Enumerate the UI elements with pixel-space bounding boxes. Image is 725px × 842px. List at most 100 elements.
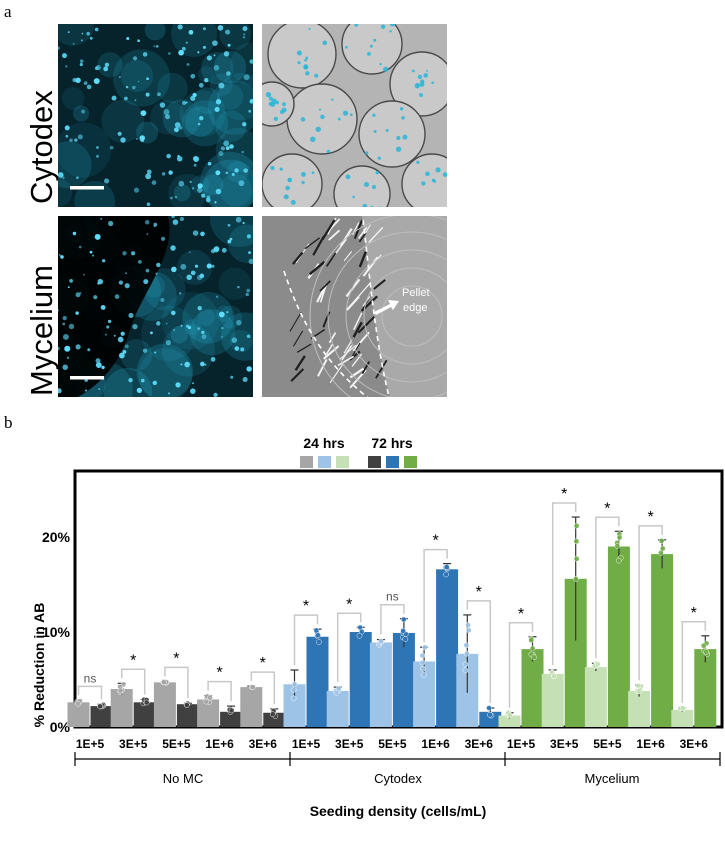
data-point — [529, 645, 536, 652]
data-point — [659, 545, 666, 552]
bar-chart: 24 hrs 72 hrs % Reduction in AB 0% 10% 20%… — [31, 435, 724, 819]
bar-no-mc-3E+6-24h — [240, 687, 263, 727]
bar-no-mc-3E+5-24h — [110, 689, 133, 727]
data-point — [291, 681, 298, 687]
bar-no-mc-1E+6-72h — [220, 711, 243, 727]
x-tick-label: 3E+6 — [465, 737, 494, 751]
panel-a-letter: a — [4, 2, 12, 21]
data-point — [462, 661, 469, 668]
data-point — [615, 557, 622, 564]
x-tick-label: 5E+5 — [162, 737, 191, 751]
bar-mycelium-1E+5-72h — [521, 649, 544, 727]
data-point — [443, 571, 449, 578]
data-point — [316, 639, 322, 645]
significance-bracket — [681, 621, 707, 703]
bar-no-mc-5E+5-72h — [176, 704, 199, 727]
bar-cytodex-3E+6-72h — [479, 711, 502, 727]
significance-bracket — [120, 668, 146, 695]
data-point — [402, 636, 409, 642]
data-point — [531, 654, 537, 661]
significance-bracket — [551, 502, 577, 665]
data-point — [528, 637, 535, 644]
data-point — [356, 632, 363, 639]
bar-cytodex-5E+5-24h — [369, 642, 392, 727]
panel-b-letter: b — [4, 413, 13, 432]
data-point — [573, 576, 579, 582]
arrow-icon — [374, 300, 399, 315]
data-point — [616, 534, 623, 541]
x-tick-label: 1E+5 — [507, 737, 536, 751]
group-label-mycelium: Mycelium — [585, 771, 640, 786]
legend-swatch-72h-1 — [386, 456, 399, 468]
data-point — [507, 712, 513, 718]
data-point — [462, 667, 469, 674]
data-point — [422, 644, 428, 651]
significance-label: * — [691, 605, 697, 622]
bar-mycelium-1E+6-72h — [651, 554, 674, 727]
data-point — [207, 694, 213, 701]
data-point — [420, 665, 426, 672]
x-tick-label: 5E+5 — [378, 737, 407, 751]
data-point — [335, 685, 342, 692]
significance-bracket — [595, 516, 620, 659]
x-tick-label: 1E+6 — [205, 737, 234, 751]
y-tick-label: 0% — [50, 719, 71, 735]
data-point — [419, 652, 426, 659]
x-tick-label: 3E+5 — [119, 737, 148, 751]
data-point — [228, 707, 235, 714]
group-label-no-mc: No MC — [163, 771, 203, 786]
bar-cytodex-1E+5-72h — [306, 636, 329, 727]
significance-bracket — [638, 525, 663, 681]
data-point — [419, 659, 426, 666]
significance-bracket — [508, 622, 534, 708]
data-point — [573, 555, 580, 562]
pellet-edge-label-line2: edge — [403, 302, 427, 314]
bar-cytodex-1E+6-72h — [436, 569, 459, 727]
significance-label: ns — [386, 590, 399, 604]
significance-bracket — [466, 600, 492, 703]
y-tick-label: 20% — [42, 529, 71, 545]
legend-72h-label: 72 hrs — [371, 435, 412, 451]
data-point — [269, 711, 276, 718]
data-point — [635, 688, 642, 695]
bar-mycelium-3E+6-24h — [671, 709, 694, 727]
x-tick-label: 1E+5 — [76, 737, 105, 751]
data-point — [184, 702, 190, 708]
x-tick-label: 3E+5 — [550, 737, 579, 751]
significance-bracket — [336, 612, 362, 683]
data-point — [658, 538, 665, 544]
bar-mycelium-1E+6-24h — [628, 690, 651, 727]
bar-cytodex-3E+5-72h — [349, 632, 372, 727]
data-point — [249, 684, 256, 691]
row-label-mycelium: Mycelium — [24, 265, 59, 396]
bar-mycelium-5E+5-24h — [584, 667, 607, 727]
bar-cytodex-3E+5-24h — [326, 690, 349, 727]
data-point — [573, 538, 580, 545]
significance-bracket — [77, 685, 103, 700]
pellet-edge-label-line1: Pellet — [402, 287, 430, 299]
significance-label: * — [432, 533, 438, 550]
scale-bar — [70, 376, 104, 380]
micrograph-cytodex-fluorescence — [58, 24, 253, 207]
significance-label: ns — [84, 671, 97, 685]
significance-bracket — [207, 680, 232, 702]
data-point — [703, 648, 709, 655]
data-point — [203, 698, 210, 705]
significance-bracket — [164, 666, 189, 699]
bar-no-mc-1E+6-24h — [197, 699, 220, 727]
significance-bracket — [293, 614, 319, 665]
data-point — [679, 705, 686, 712]
data-point — [160, 679, 167, 686]
scale-bar — [70, 186, 104, 190]
y-tick-label: 10% — [42, 624, 71, 640]
legend-swatch-72h-0 — [368, 456, 381, 468]
data-point — [117, 687, 124, 694]
bar-mycelium-3E+5-24h — [541, 673, 564, 727]
bar-mycelium-3E+5-72h — [564, 578, 587, 727]
data-point — [573, 522, 580, 529]
x-tick-label: 5E+5 — [593, 737, 622, 751]
x-tick-label: 3E+6 — [249, 737, 278, 751]
bar-no-mc-3E+6-72h — [263, 712, 286, 727]
bar-mycelium-5E+5-72h — [607, 546, 630, 727]
data-point — [486, 711, 493, 718]
